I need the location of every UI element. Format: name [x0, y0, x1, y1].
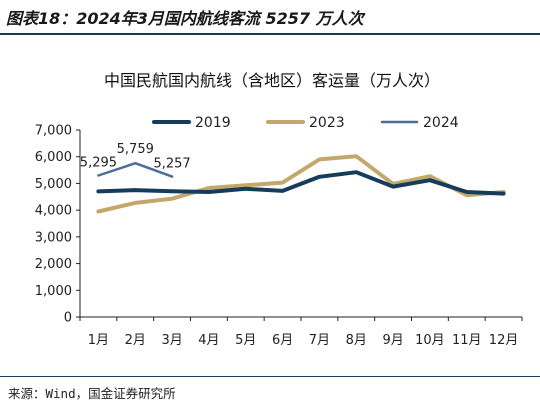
data-label: 5,257	[153, 157, 190, 172]
x-tick-label: 10月	[415, 333, 445, 348]
chart-title: 中国民航国内航线（含地区）客运量（万人次）	[104, 71, 440, 90]
y-tick-label: 6,000	[35, 150, 72, 165]
y-tick-label: 5,000	[35, 177, 72, 192]
legend: 2019 2023 2024	[152, 115, 459, 131]
x-tick-label: 12月	[489, 333, 519, 348]
x-axis-ticks: 1月 2月 3月 4月 5月 6月 7月 8月 9月 10月 11月 12月	[79, 317, 523, 348]
data-label: 5,759	[117, 142, 154, 157]
y-axis-ticks: 0 1,000 2,000 3,000 4,000 5,000 6,000 7,000	[35, 124, 80, 326]
x-tick-label: 6月	[272, 333, 293, 348]
y-tick-label: 4,000	[35, 204, 72, 219]
x-tick-label: 2月	[125, 333, 146, 348]
x-tick-label: 5月	[235, 333, 256, 348]
y-tick-label: 1,000	[35, 284, 72, 299]
y-tick-label: 3,000	[35, 230, 72, 245]
y-tick-label: 2,000	[35, 257, 72, 272]
figure-caption: 图表18：2024年3月国内航线客流 5257 万人次	[6, 9, 364, 28]
y-tick-label: 0	[64, 311, 72, 326]
series-layer	[96, 154, 506, 214]
x-tick-label: 7月	[309, 333, 330, 348]
x-tick-label: 11月	[452, 333, 482, 348]
y-tick-label: 7,000	[35, 124, 72, 139]
x-tick-label: 9月	[382, 333, 403, 348]
x-tick-label: 8月	[346, 333, 367, 348]
x-tick-label: 1月	[88, 333, 109, 348]
legend-label-2024: 2024	[423, 115, 459, 131]
series-line-2024	[97, 161, 174, 178]
legend-label-2019: 2019	[195, 115, 231, 131]
series-line-2023	[96, 154, 506, 214]
series-line-2019	[96, 170, 506, 196]
data-label: 5,295	[80, 156, 117, 171]
bottom-rule	[0, 376, 540, 377]
legend-label-2023: 2023	[309, 115, 345, 131]
source-note: 来源：Wind，国金证券研究所	[8, 386, 176, 401]
line-chart: 中国民航国内航线（含地区）客运量（万人次） 2019 2023 2024 0 1,00…	[35, 71, 523, 348]
x-tick-label: 3月	[161, 333, 182, 348]
top-rule	[0, 33, 540, 35]
x-tick-label: 4月	[198, 333, 219, 348]
